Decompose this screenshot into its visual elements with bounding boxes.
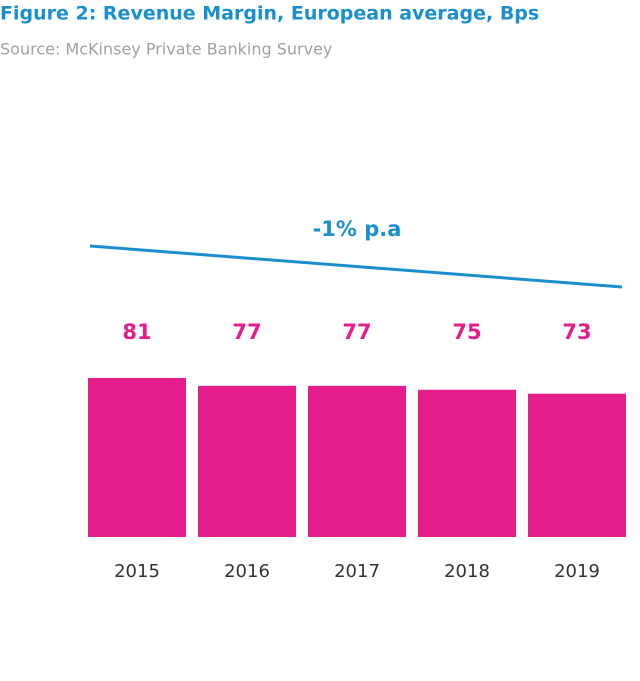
chart-title: Figure 2: Revenue Margin, European avera…	[0, 3, 539, 25]
x-tick-label: 2019	[554, 561, 600, 582]
value-label: 77	[232, 320, 261, 344]
trend-annotation: -1% p.a	[313, 217, 402, 241]
bar	[308, 385, 406, 537]
value-label: 77	[342, 320, 371, 344]
bar	[88, 378, 186, 537]
x-tick-label: 2017	[334, 561, 380, 582]
x-tick-label: 2015	[114, 561, 160, 582]
bar	[198, 385, 296, 537]
value-label: 73	[562, 320, 591, 344]
bar	[418, 389, 516, 537]
x-tick-label: 2018	[444, 561, 490, 582]
chart-subtitle: Source: McKinsey Private Banking Survey	[0, 40, 332, 59]
value-label: 75	[452, 320, 481, 344]
x-tick-label: 2016	[224, 561, 270, 582]
trend-line	[89, 244, 623, 289]
bar	[528, 393, 626, 537]
value-label: 81	[122, 320, 151, 344]
